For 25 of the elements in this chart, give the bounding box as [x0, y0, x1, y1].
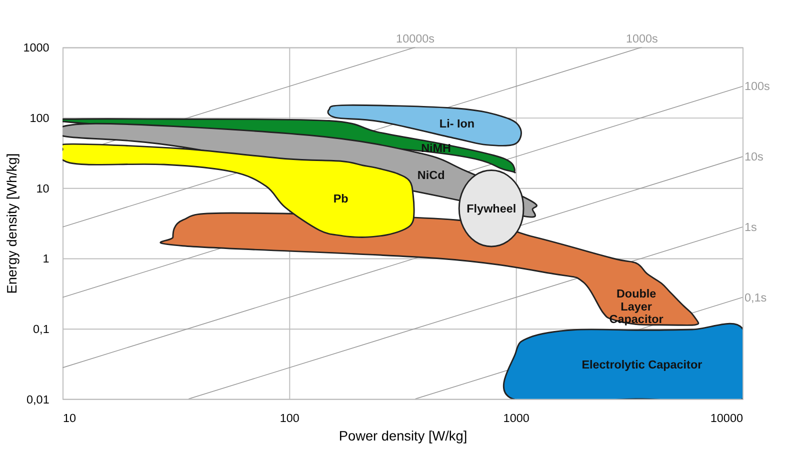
- x-tick-label: 1000: [503, 412, 530, 425]
- y-tick-label: 100: [30, 112, 50, 125]
- x-tick-label: 100: [280, 412, 300, 425]
- series-label: NiCd: [417, 168, 445, 182]
- y-tick-label: 10: [36, 182, 50, 196]
- x-tick-label: 10: [63, 412, 77, 425]
- series-label: Flywheel: [466, 202, 516, 216]
- x-tick-label: 10000: [710, 412, 744, 425]
- series-label: NiMH: [421, 142, 452, 156]
- y-tick-label: 1: [42, 252, 50, 266]
- series-label: Electrolytic Capacitor: [582, 358, 703, 372]
- series-label: Pb: [333, 192, 348, 206]
- series-label: 1000s: [626, 32, 658, 46]
- series-label: 0,1s: [744, 291, 767, 304]
- series-label: 10000s: [396, 32, 435, 46]
- series-label: 1s: [744, 220, 757, 234]
- series-label: Double Layer Capacitor: [609, 288, 664, 326]
- series-label: Li- Ion: [439, 117, 475, 130]
- y-tick-label: 1000: [23, 42, 50, 55]
- series-label: 100s: [744, 80, 770, 94]
- y-tick-label: 0,1: [33, 322, 50, 336]
- series-label: 10s: [744, 150, 764, 164]
- y-tick-label: 0,01: [26, 393, 50, 406]
- x-axis-title: Power density [W/kg]: [338, 428, 468, 444]
- y-axis-title: Energy density [Wh/kg]: [4, 153, 20, 294]
